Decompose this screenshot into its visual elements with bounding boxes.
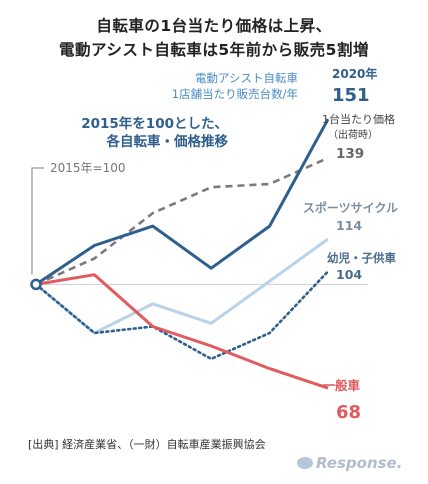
series-label-general: 一般車 <box>322 378 360 393</box>
series-label-price-line-1: 1台当たり価格 <box>322 112 395 126</box>
series-line-kids <box>34 270 330 361</box>
series-label-electric-line-2: 1店舗当たり販売台数/年 <box>172 87 298 101</box>
series-line-general <box>35 273 329 390</box>
response-logo: Response. <box>297 454 402 472</box>
series-label-price-line-2: （出荷時） <box>328 128 378 141</box>
baseline-label-leader <box>31 167 44 275</box>
series-value-general: 68 <box>336 402 361 423</box>
series-label-electric-line-1: 電動アシスト自転車 <box>195 71 298 85</box>
series-label-electric-year: 2020年 <box>332 66 377 81</box>
series-label-sports: スポーツサイクル <box>303 200 398 215</box>
chart-subtitle-line-2: 各自転車・価格推移 <box>106 133 229 150</box>
chart-title-line-1: 自転車の1台当たり価格は上昇、 <box>96 17 332 35</box>
origin-point <box>30 278 42 291</box>
svg-text:Response.: Response. <box>316 454 402 472</box>
source-note: [出典] 経済産業省、（一財）自転車産業振興協会 <box>28 438 266 451</box>
series-value-kids: 104 <box>336 267 362 282</box>
series-line-price <box>35 156 329 286</box>
series-value-sports: 114 <box>336 218 362 233</box>
baseline-label: 2015年=100 <box>50 161 126 175</box>
chart-subtitle-line-1: 2015年を100とした、 <box>81 115 228 132</box>
series-line-electric <box>35 118 330 286</box>
series-label-kids: 幼児・子供車 <box>327 251 396 265</box>
series-value-electric: 151 <box>332 85 370 106</box>
chart-title-line-2: 電動アシスト自転車は5年前から販売5割増 <box>59 41 369 59</box>
series-value-price: 139 <box>336 146 364 162</box>
